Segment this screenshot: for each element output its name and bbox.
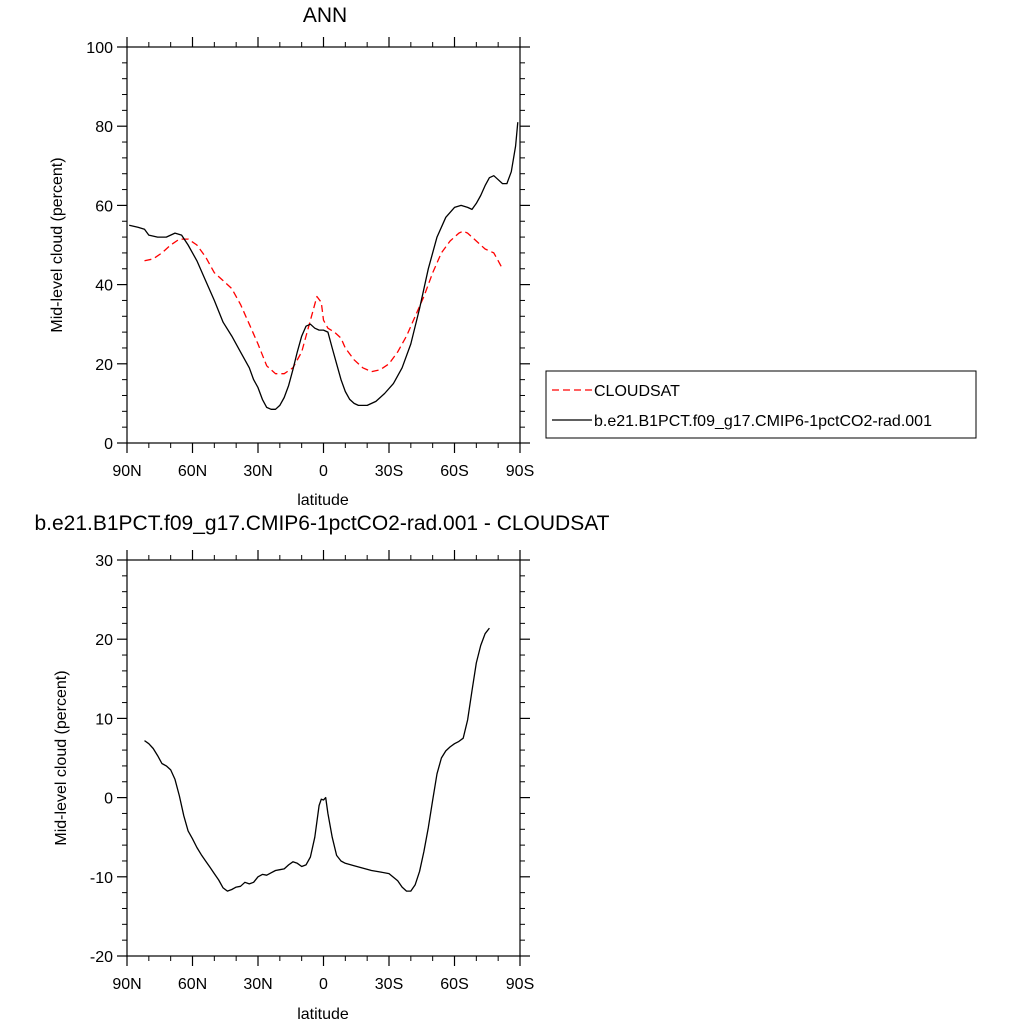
y-tick-label: 40	[95, 278, 113, 295]
x-tick-label: 30S	[375, 463, 403, 480]
x-tick-label: 90N	[112, 463, 141, 480]
top-plot-frame: 90N 60N 30N 0 30S 60S 90S 0 20 40 60 80 100	[86, 37, 534, 480]
y-tick-label: 0	[104, 436, 113, 453]
plot-border	[126, 46, 521, 444]
x-tick-label: 90S	[506, 976, 534, 993]
x-tick-label: 30N	[243, 976, 272, 993]
legend-box	[545, 370, 977, 439]
series-line-difference	[144, 627, 490, 892]
legend: CLOUDSAT b.e21.B1PCT.f09_g17.CMIP6-1pctC…	[545, 370, 977, 439]
x-tick-label: 60S	[440, 976, 468, 993]
top-y-axis-label: Mid-level cloud (percent)	[49, 157, 66, 332]
y-tick-label: -20	[90, 949, 113, 966]
x-tick-label: 60N	[178, 463, 207, 480]
bottom-y-axis-label: Mid-level cloud (percent)	[53, 670, 70, 845]
y-tick-label: 20	[95, 632, 113, 649]
x-tick-label: 30S	[375, 976, 403, 993]
plot-border	[126, 559, 521, 957]
bottom-chart-title: b.e21.B1PCT.f09_g17.CMIP6-1pctCO2-rad.00…	[34, 512, 609, 535]
y-tick-label: -10	[90, 870, 113, 887]
legend-label-model: b.e21.B1PCT.f09_g17.CMIP6-1pctCO2-rad.00…	[594, 413, 932, 430]
bottom-panel: b.e21.B1PCT.f09_g17.CMIP6-1pctCO2-rad.00…	[34, 512, 609, 1023]
top-panel: ANN 90N 60N 30N 0 30S 60S 90S 0 20 40 60 80 100 lati…	[49, 4, 977, 509]
x-tick-label: 30N	[243, 463, 272, 480]
bottom-x-axis-label: latitude	[297, 1006, 349, 1023]
bottom-plot-frame: 90N 60N 30N 0 30S 60S 90S -20 -10 0 10 20 30	[90, 550, 534, 993]
x-tick-label: 0	[319, 463, 328, 480]
series-line-cloudsat	[144, 230, 504, 375]
y-tick-label: 60	[95, 198, 113, 215]
x-tick-label: 90S	[506, 463, 534, 480]
top-chart-title: ANN	[303, 4, 347, 27]
y-tick-label: 10	[95, 711, 113, 728]
y-tick-label: 30	[95, 553, 113, 570]
x-tick-label: 60S	[440, 463, 468, 480]
legend-label-cloudsat: CLOUDSAT	[594, 383, 680, 400]
x-tick-label: 60N	[178, 976, 207, 993]
y-tick-label: 80	[95, 119, 113, 136]
x-tick-label: 90N	[112, 976, 141, 993]
y-tick-label: 20	[95, 357, 113, 374]
top-x-axis-label: latitude	[297, 492, 349, 509]
series-line-model	[129, 122, 519, 410]
y-tick-label: 0	[104, 791, 113, 808]
x-tick-label: 0	[319, 976, 328, 993]
y-tick-label: 100	[86, 40, 113, 57]
